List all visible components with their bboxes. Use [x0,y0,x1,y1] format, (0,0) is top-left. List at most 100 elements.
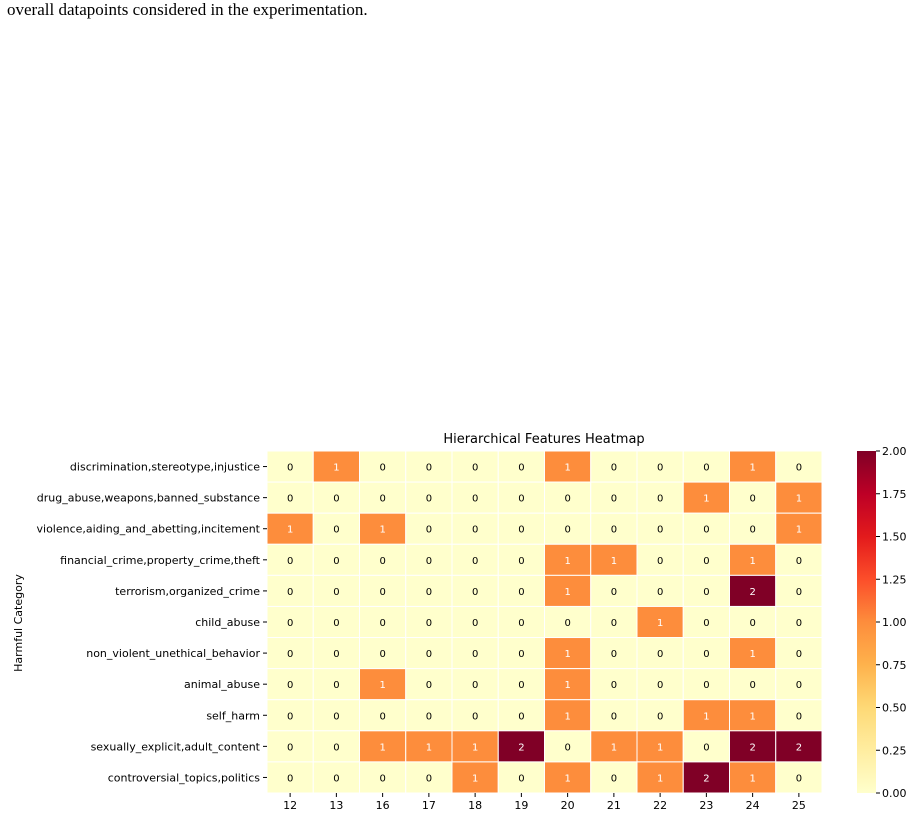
cell-value: 1 [333,463,339,474]
cell-value: 1 [379,742,385,753]
heatmap-cell [359,481,407,514]
cell-value: 1 [564,463,570,474]
row-label: terrorism,organized_crime [115,585,260,598]
column-label: 19 [514,799,528,812]
colorbar [857,451,876,793]
cell-value: 0 [611,773,617,784]
cell-value: 2 [749,742,755,753]
cell-value: 0 [518,587,524,598]
heatmap-cell [636,605,684,639]
cell-value: 1 [287,525,293,536]
cell-value: 0 [333,773,339,784]
y-axis-label: Harmful Category [12,574,25,672]
cell-value: 0 [287,649,293,660]
cell-value: 0 [287,618,293,629]
heatmap-cell [682,761,730,794]
cell-value: 0 [703,649,709,660]
cell-value: 0 [426,494,432,505]
cell-value: 0 [287,587,293,598]
heatmap-cell [359,730,407,763]
cell-value: 1 [749,463,755,474]
cell-value: 0 [611,711,617,722]
heatmap-cell [312,574,360,607]
heatmap-cell [405,512,453,545]
cell-value: 0 [426,618,432,629]
column-label: 25 [792,799,806,812]
heatmap-cell [544,481,592,514]
heatmap-cell [590,637,638,670]
cell-value: 2 [796,742,802,753]
cell-value: 1 [564,711,570,722]
cell-value: 0 [333,649,339,660]
cell-value: 0 [333,618,339,629]
cell-value: 1 [472,773,478,784]
heatmap-cell [266,512,314,545]
cell-value: 0 [379,649,385,660]
cell-value: 0 [796,711,802,722]
cell-value: 1 [749,711,755,722]
cell-value: 2 [703,773,709,784]
row-label: financial_crime,property_crime,theft [60,554,261,567]
cell-value: 0 [333,587,339,598]
heatmap-cell [590,730,638,763]
cell-value: 0 [749,525,755,536]
heatmap-cell [266,699,314,732]
cell-value: 0 [287,680,293,691]
cell-value: 0 [472,494,478,505]
cell-value: 1 [564,587,570,598]
cell-value: 0 [796,618,802,629]
column-label: 21 [607,799,621,812]
row-label: violence,aiding_and_abetting,incitement [37,523,261,536]
cell-value: 0 [796,649,802,660]
heatmap-cell [544,512,592,545]
heatmap-cell [682,512,730,545]
row-label: drug_abuse,weapons,banned_substance [37,492,260,505]
cell-value: 0 [379,556,385,567]
cell-value: 0 [379,618,385,629]
heatmap-cell [775,605,823,639]
cell-value: 0 [564,742,570,753]
heatmap-cell [544,543,592,576]
cell-value: 0 [426,680,432,691]
cell-value: 0 [379,463,385,474]
cell-value: 0 [287,494,293,505]
cell-value: 0 [611,463,617,474]
cell-value: 0 [564,525,570,536]
cell-value: 0 [611,680,617,691]
cell-value: 0 [749,680,755,691]
heatmap-cell [451,668,499,701]
cell-value: 0 [287,742,293,753]
heatmap-cell [497,730,545,763]
cell-value: 0 [472,618,478,629]
row-label: discrimination,stereotype,injustice [70,461,260,474]
column-label: 20 [561,799,575,812]
colorbar-tick-label: 0.50 [882,702,907,715]
row-label: self_harm [206,709,260,722]
cell-value: 0 [426,463,432,474]
cell-value: 1 [749,556,755,567]
heatmap-cell [775,761,823,794]
heatmap-cell [266,668,314,701]
heatmap-cell [682,543,730,576]
cell-value: 0 [333,680,339,691]
cell-value: 1 [749,773,755,784]
heatmap-cell [497,450,545,483]
heatmap-cell [590,761,638,794]
heatmap-cell [405,605,453,639]
heatmap-cell [729,699,777,732]
cell-value: 0 [287,463,293,474]
cell-value: 0 [796,556,802,567]
colorbar-tick-label: 0.75 [882,659,907,672]
column-label: 12 [283,799,297,812]
heatmap-cell [359,574,407,607]
heatmap-cell [729,730,777,763]
chart-title: Hierarchical Features Heatmap [443,432,644,447]
heatmap-cell [590,450,638,483]
cell-value: 0 [611,618,617,629]
heatmap-cell [312,481,360,514]
cell-value: 0 [472,556,478,567]
cell-value: 0 [426,773,432,784]
colorbar-tick-label: 1.00 [882,616,907,629]
cell-value: 0 [333,711,339,722]
heatmap-cell [359,637,407,670]
